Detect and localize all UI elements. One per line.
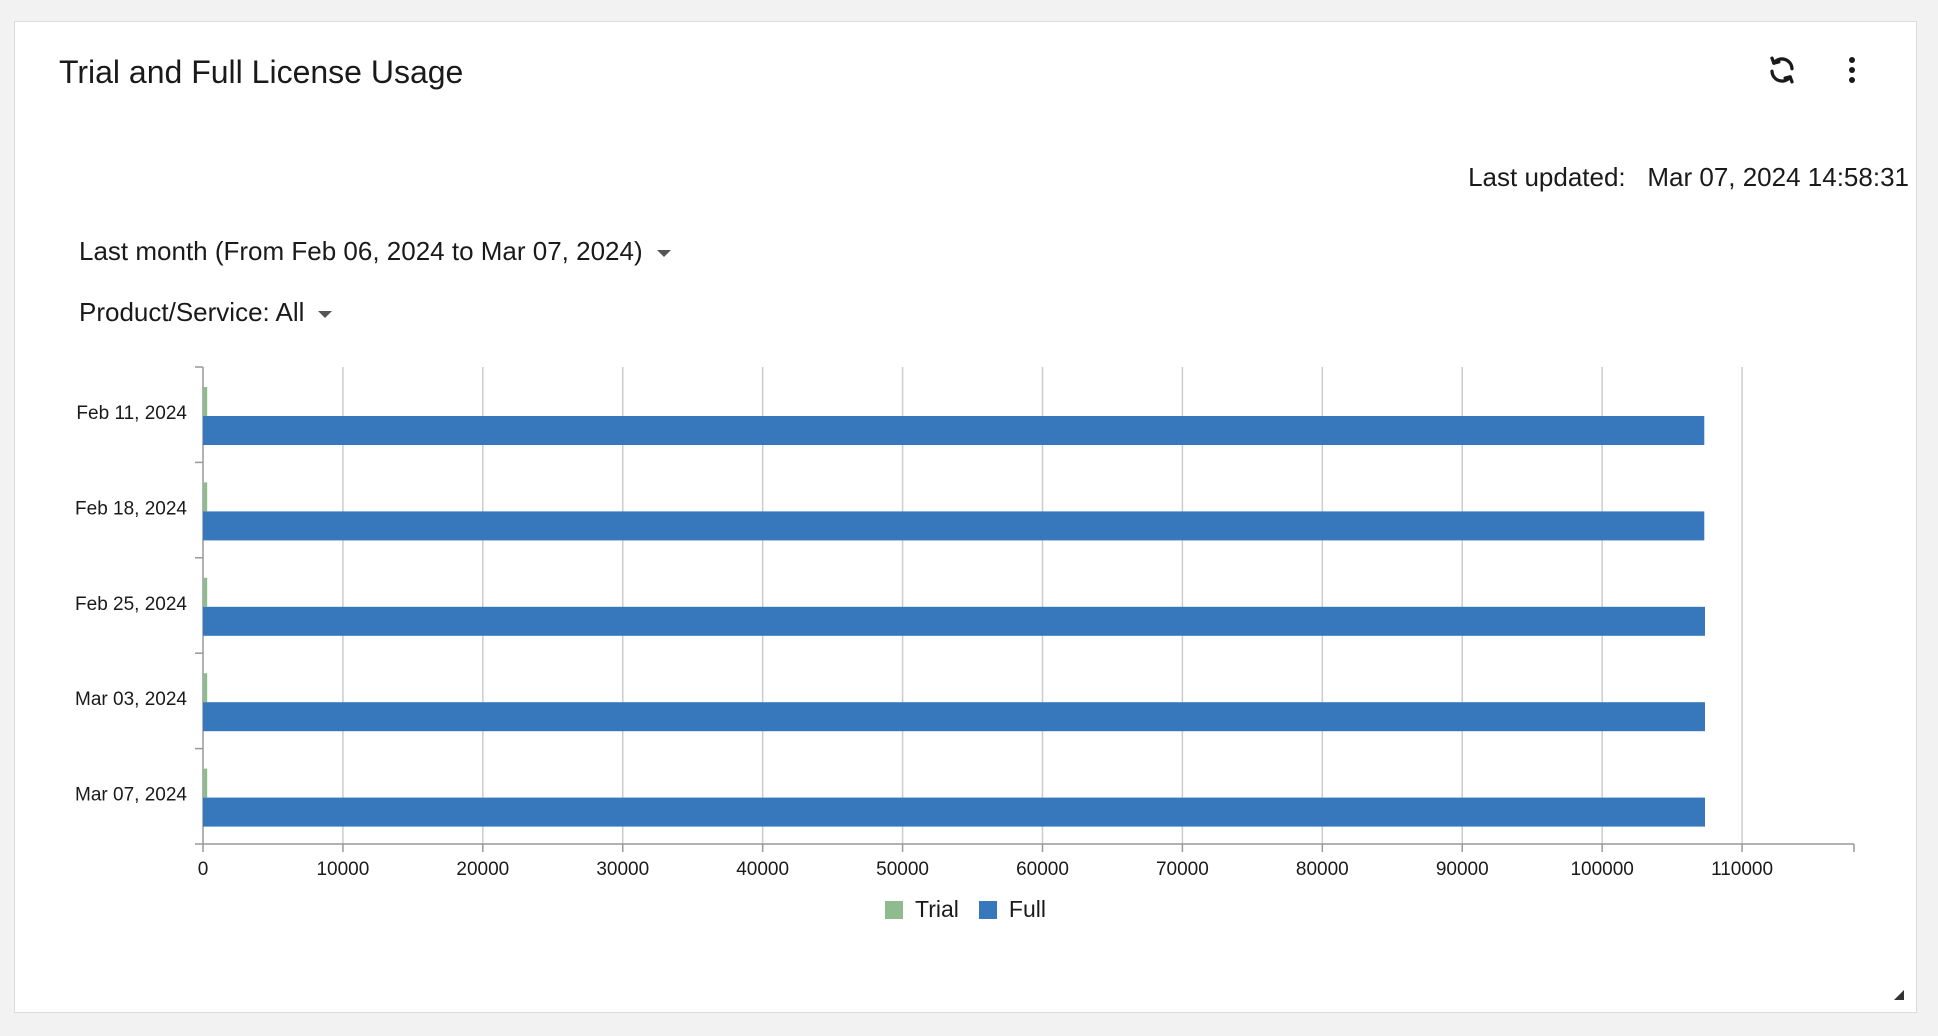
refresh-icon[interactable]: [1764, 52, 1800, 88]
bar-full: [203, 606, 1705, 636]
y-tick-label: Feb 18, 2024: [75, 498, 187, 519]
legend-swatch-trial: [885, 900, 904, 919]
bar-trial: [203, 482, 208, 512]
date-range-label: Last month (From Feb 06, 2024 to Mar 07,…: [79, 236, 643, 266]
y-tick-label: Mar 07, 2024: [75, 785, 187, 806]
legend-item-full[interactable]: Full: [978, 896, 1046, 923]
header-actions: [1764, 52, 1870, 88]
last-updated: Last updated: Mar 07, 2024 14:58:31: [1468, 162, 1909, 193]
legend-item-trial[interactable]: Trial: [885, 896, 959, 923]
last-updated-value: Mar 07, 2024 14:58:31: [1647, 162, 1909, 192]
x-tick-label: 80000: [1296, 859, 1349, 880]
legend-label-trial: Trial: [915, 896, 959, 922]
license-usage-card: Trial and Full License Usage Last update…: [14, 21, 1917, 1013]
bar-full: [203, 416, 1705, 445]
bar-trial: [203, 673, 208, 703]
x-tick-label: 10000: [316, 859, 369, 880]
y-tick-label: Feb 25, 2024: [75, 594, 187, 615]
x-tick-label: 60000: [1016, 859, 1069, 880]
x-tick-label: 110000: [1711, 859, 1773, 880]
resize-handle[interactable]: [1894, 990, 1904, 1000]
y-tick-label: Feb 11, 2024: [76, 403, 187, 424]
legend-swatch-full: [978, 900, 997, 919]
x-tick-label: 70000: [1156, 859, 1209, 880]
product-service-label: Product/Service: All: [79, 297, 305, 327]
product-service-dropdown[interactable]: Product/Service: All: [79, 297, 333, 328]
x-tick-label: 50000: [876, 859, 929, 880]
y-tick-label: Mar 03, 2024: [75, 689, 187, 710]
vertical-dots-icon[interactable]: [1834, 52, 1870, 88]
card-title: Trial and Full License Usage: [59, 54, 464, 90]
bar-full: [203, 797, 1705, 827]
date-range-dropdown[interactable]: Last month (From Feb 06, 2024 to Mar 07,…: [79, 236, 671, 267]
chevron-down-icon: [318, 310, 333, 318]
bar-trial: [203, 577, 208, 607]
bar-full: [203, 702, 1705, 732]
bar-full: [203, 511, 1705, 541]
x-tick-label: 90000: [1436, 859, 1489, 880]
bar-trial: [203, 768, 208, 798]
x-tick-label: 30000: [596, 859, 649, 880]
x-tick-label: 20000: [456, 859, 509, 880]
x-tick-label: 100000: [1570, 859, 1633, 880]
chart-legend: Trial Full: [15, 896, 1916, 923]
last-updated-label: Last updated:: [1468, 162, 1626, 192]
bar-chart: 0 10000 20000 30000 40000 50000 60000 70000 8000…: [75, 366, 1855, 880]
bar-trial: [203, 387, 208, 416]
legend-label-full: Full: [1008, 896, 1046, 922]
chevron-down-icon: [656, 249, 671, 257]
x-tick-label: 40000: [736, 859, 789, 880]
x-tick-label: 0: [198, 859, 209, 880]
